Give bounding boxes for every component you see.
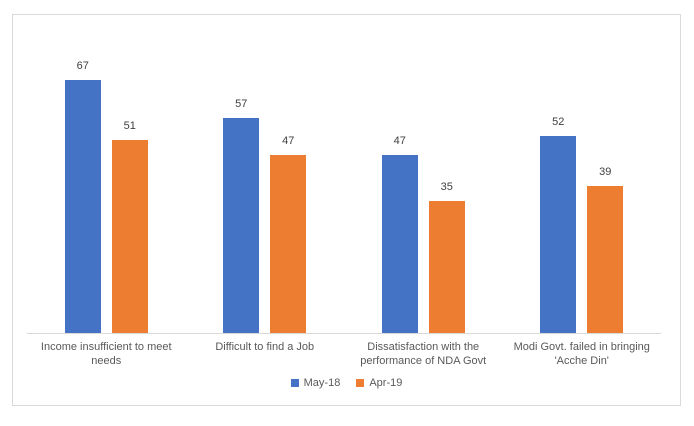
bar-may18-group-1 bbox=[64, 80, 101, 333]
category-label-2: Difficult to find a Job bbox=[215, 341, 315, 353]
value-label-apr19-group-2: 47 bbox=[282, 135, 295, 147]
bar-chart-frame: 67 51 Income insufficient to meet needs 57 4… bbox=[12, 14, 681, 406]
legend-label: May-18 bbox=[303, 377, 341, 389]
legend-swatch-icon bbox=[356, 379, 365, 387]
value-label-may18-group-4: 52 bbox=[552, 116, 565, 128]
value-label-apr19-group-3: 35 bbox=[440, 181, 453, 193]
bar-apr19-group-4 bbox=[587, 186, 624, 333]
value-label-may18-group-1: 67 bbox=[76, 60, 89, 72]
legend-item-apr19: Apr-19 bbox=[356, 377, 402, 389]
value-label-apr19-group-1: 51 bbox=[123, 120, 136, 132]
category-label-4: Modi Govt. failed in bringing 'Acche Din… bbox=[513, 341, 650, 367]
x-axis-line bbox=[27, 333, 661, 334]
bar-apr19-group-2 bbox=[270, 155, 307, 333]
bar-apr19-group-3 bbox=[428, 201, 465, 333]
value-label-apr19-group-4: 39 bbox=[599, 166, 612, 178]
value-label-may18-group-3: 47 bbox=[393, 135, 406, 147]
bar-may18-group-4 bbox=[540, 136, 577, 333]
legend-label: Apr-19 bbox=[369, 377, 403, 389]
chart-legend: May-18 Apr-19 bbox=[13, 377, 680, 389]
value-label-may18-group-2: 57 bbox=[235, 98, 248, 110]
bar-apr19-group-1 bbox=[111, 140, 148, 333]
legend-swatch-icon bbox=[290, 379, 299, 387]
bar-may18-group-2 bbox=[223, 118, 260, 333]
bar-may18-group-3 bbox=[381, 155, 418, 333]
legend-item-may18: May-18 bbox=[290, 377, 341, 389]
category-label-3: Dissatisfaction with the performance of … bbox=[360, 341, 487, 367]
category-label-1: Income insufficient to meet needs bbox=[40, 341, 172, 367]
